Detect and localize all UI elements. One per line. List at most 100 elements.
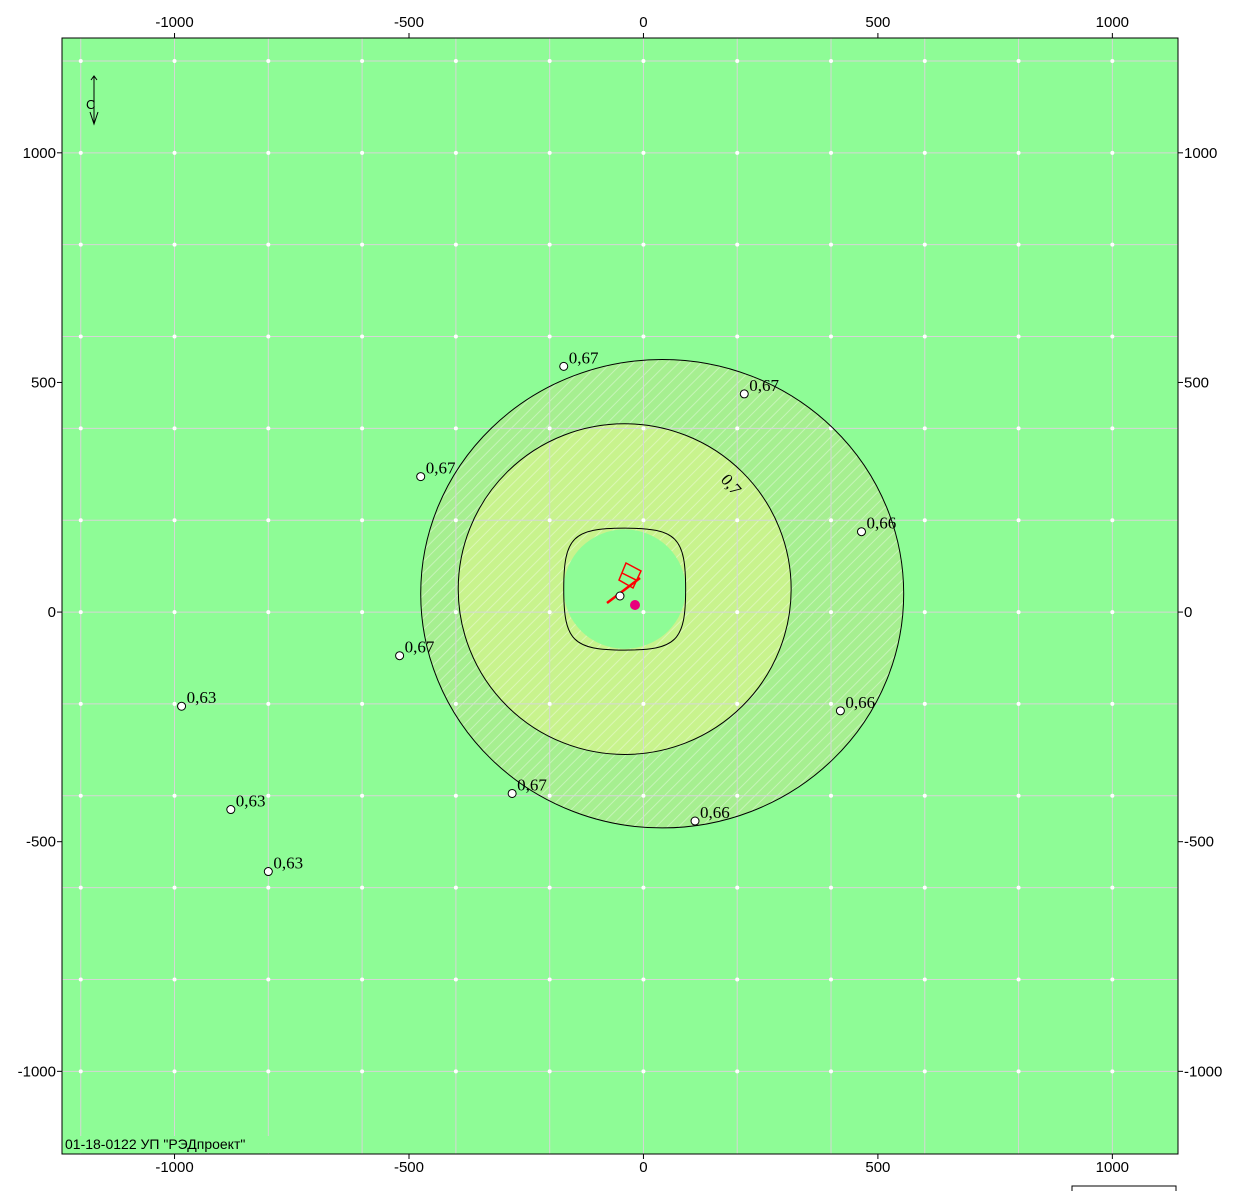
emission-source [606,561,642,610]
grid-node [78,885,83,890]
grid-node [829,885,834,890]
receptor-point [263,867,273,877]
grid-node [78,58,83,63]
grid-node [829,1069,834,1074]
source-icon-hatch [621,572,637,581]
grid-node [829,518,834,523]
source-marker-icon [630,600,640,610]
grid-node [78,334,83,339]
grid-node [922,334,927,339]
grid-node [829,793,834,798]
receptor-point [395,651,405,661]
grid-node [453,701,458,706]
grid-node [829,58,834,63]
grid-node [78,977,83,982]
y-tick-label: 500 [1184,374,1209,391]
grid-node [1016,885,1021,890]
x-tick-label: -500 [394,1159,424,1176]
grid-node [547,977,552,982]
grid-node [360,701,365,706]
grid-node [453,150,458,155]
grid-node [641,701,646,706]
grid-node [547,518,552,523]
grid-node [641,977,646,982]
grid-node [829,610,834,615]
grid-node [641,426,646,431]
grid-node [360,885,365,890]
receptor-point [177,701,187,711]
footer-label-box [63,1136,307,1153]
receptor-point-label: 0,63 [236,792,266,811]
grid-node [453,58,458,63]
y-axis-right: 1000 500 0 -500 -1000 [1178,145,1222,1080]
receptor-point-label: 0,66 [700,803,730,822]
grid-node [266,793,271,798]
grid-node [172,977,177,982]
grid-node [78,426,83,431]
grid-node [1110,518,1115,523]
receptor-point-label: 0,66 [845,693,875,712]
grid-node [547,610,552,615]
grid-node [1016,150,1021,155]
grid-node [360,518,365,523]
y-tick-label: -1000 [18,1063,56,1080]
grid-node [922,150,927,155]
grid-node [922,1069,927,1074]
grid-node [1110,977,1115,982]
grid-node [1016,610,1021,615]
receptor-point-label: 0,67 [517,775,547,794]
grid-node [735,610,740,615]
grid-node [922,885,927,890]
grid-node [266,58,271,63]
grid-node [172,334,177,339]
x-axis-bottom: -1000 -500 0 500 1000 [155,1154,1129,1176]
grid-node [641,1069,646,1074]
grid-node [547,1069,552,1074]
grid-node [922,426,927,431]
grid-node [1016,793,1021,798]
grid-node [829,150,834,155]
grid-node [453,793,458,798]
grid-node [1016,242,1021,247]
grid-node [78,610,83,615]
grid-node [172,242,177,247]
grid-node [172,426,177,431]
grid-node [735,793,740,798]
y-tick-label: 500 [31,374,56,391]
legend-stub [1071,1185,1177,1191]
x-tick-label: 0 [639,1159,647,1176]
grid-node [266,150,271,155]
grid-node [641,885,646,890]
grid-node [453,518,458,523]
grid-node [735,242,740,247]
contour-zones [420,359,904,828]
y-tick-label: -1000 [1184,1063,1222,1080]
grid-node [547,426,552,431]
grid-node [172,58,177,63]
grid-node [735,518,740,523]
grid-node [735,885,740,890]
y-axis-left: 1000 500 0 -500 -1000 [18,145,62,1080]
x-axis-top: -1000 -500 0 500 1000 [155,14,1129,38]
grid-node [1110,610,1115,615]
grid-node [641,518,646,523]
footer-label: 01-18-0122 УП "РЭДпроект" [65,1136,245,1152]
grid-node [829,242,834,247]
receptor-point [856,527,866,537]
grid-node [829,334,834,339]
x-tick-label: -500 [394,14,424,31]
grid-node [1110,58,1115,63]
contour-line [457,423,792,755]
grid-node [1016,1069,1021,1074]
receptor-point-label: 0,66 [866,514,896,533]
grid-node [1016,518,1021,523]
grid-node [453,334,458,339]
grid-node [1110,242,1115,247]
grid-node [360,793,365,798]
grid-node [78,793,83,798]
receptor-point [739,389,749,399]
map-frame [61,37,1179,1155]
grid-node [360,610,365,615]
y-tick-label: -500 [1184,834,1214,851]
